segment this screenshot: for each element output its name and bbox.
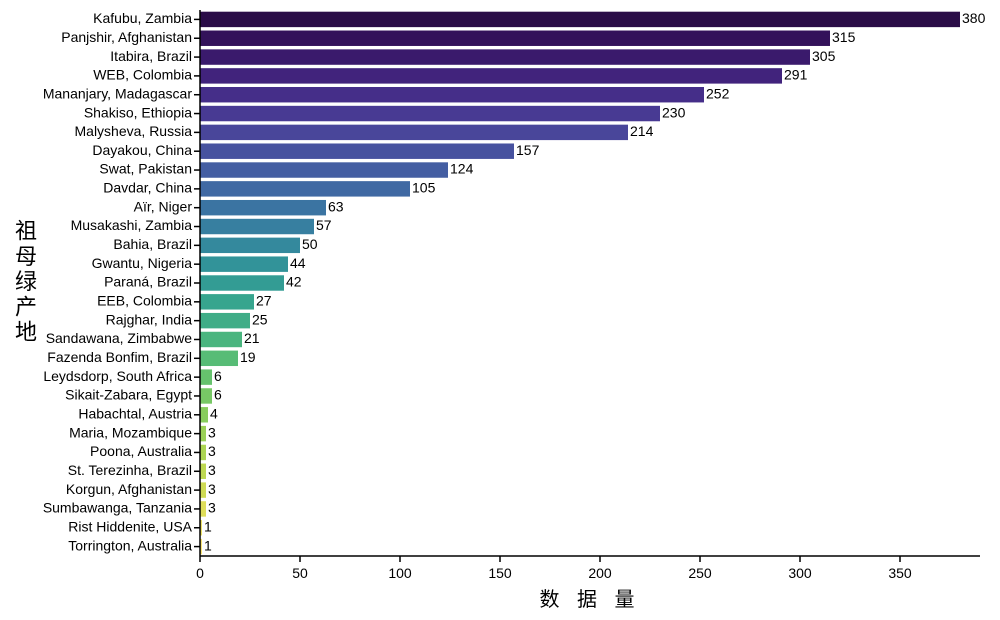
y-tick-label: Malysheva, Russia	[75, 123, 193, 139]
bar-value-label: 4	[210, 405, 218, 421]
bar-value-label: 6	[214, 368, 222, 384]
bar-value-label: 305	[812, 48, 836, 64]
y-tick-label: Leydsdorp, South Africa	[43, 368, 192, 384]
bar-value-label: 252	[706, 85, 730, 101]
bar	[200, 49, 810, 64]
y-tick-label: Davdar, China	[103, 180, 192, 196]
bar-value-label: 21	[244, 330, 260, 346]
bar	[200, 388, 212, 403]
bar	[200, 125, 628, 140]
bar-value-label: 25	[252, 311, 268, 327]
y-tick-label: Torrington, Australia	[68, 537, 192, 553]
bar-value-label: 3	[208, 443, 216, 459]
bar-value-label: 19	[240, 349, 256, 365]
bar-value-label: 57	[316, 217, 332, 233]
y-tick-label: Gwantu, Nigeria	[92, 255, 193, 271]
bar	[200, 106, 660, 121]
bar-value-label: 105	[412, 180, 436, 196]
bar	[200, 219, 314, 234]
bar	[200, 143, 514, 158]
y-tick-label: Rist Hiddenite, USA	[68, 518, 192, 534]
y-tick-label: WEB, Colombia	[93, 67, 192, 83]
x-tick-label: 350	[888, 565, 912, 581]
bar	[200, 275, 284, 290]
x-tick-label: 250	[688, 565, 712, 581]
bar	[200, 181, 410, 196]
bar	[200, 162, 448, 177]
y-tick-label: Poona, Australia	[90, 443, 192, 459]
bar-value-label: 3	[208, 462, 216, 478]
chart-container: 380 Kafubu, Zambia 315 Panjshir, Afghanista…	[0, 0, 1000, 620]
bar	[200, 313, 250, 328]
y-tick-label: Sumbawanga, Tanzania	[43, 500, 192, 516]
bar	[200, 482, 206, 497]
y-tick-label: St. Terezinha, Brazil	[68, 462, 192, 478]
bar	[200, 200, 326, 215]
bar-value-label: 380	[962, 10, 986, 26]
x-tick-label: 50	[292, 565, 308, 581]
bar-value-label: 124	[450, 161, 474, 177]
bar	[200, 369, 212, 384]
y-tick-label: Dayakou, China	[92, 142, 192, 158]
y-axis-label: 祖母绿产地	[15, 218, 37, 344]
bar-value-label: 27	[256, 293, 272, 309]
y-tick-label: Aïr, Niger	[134, 198, 193, 214]
y-tick-label: Paraná, Brazil	[104, 274, 192, 290]
y-tick-label: Korgun, Afghanistan	[66, 481, 192, 497]
bar	[200, 426, 206, 441]
bar-value-label: 1	[204, 537, 212, 553]
y-tick-label: Swat, Pakistan	[99, 161, 192, 177]
y-tick-label: Sandawana, Zimbabwe	[46, 330, 193, 346]
bar	[200, 31, 830, 46]
y-tick-label: Kafubu, Zambia	[93, 10, 192, 26]
bar-value-label: 6	[214, 387, 222, 403]
y-tick-label: Panjshir, Afghanistan	[61, 29, 192, 45]
bar	[200, 294, 254, 309]
y-tick-label: Maria, Mozambique	[69, 424, 192, 440]
bar	[200, 351, 238, 366]
bar-value-label: 230	[662, 104, 686, 120]
bar	[200, 238, 300, 253]
y-tick-label: Bahia, Brazil	[113, 236, 192, 252]
y-tick-label: Mananjary, Madagascar	[43, 85, 192, 101]
bar	[200, 464, 206, 479]
bar-value-label: 3	[208, 424, 216, 440]
bar-value-label: 50	[302, 236, 318, 252]
x-tick-label: 200	[588, 565, 612, 581]
bar	[200, 332, 242, 347]
bar	[200, 68, 782, 83]
x-tick-label: 100	[388, 565, 412, 581]
bar-value-label: 291	[784, 67, 808, 83]
y-tick-label: Fazenda Bonfim, Brazil	[47, 349, 192, 365]
y-tick-label: EEB, Colombia	[97, 293, 192, 309]
bar-value-label: 3	[208, 481, 216, 497]
y-tick-label: Shakiso, Ethiopia	[84, 104, 192, 120]
chart-svg: 380 Kafubu, Zambia 315 Panjshir, Afghanista…	[0, 0, 1000, 620]
bar-value-label: 42	[286, 274, 302, 290]
bar-value-label: 44	[290, 255, 306, 271]
bar-value-label: 214	[630, 123, 654, 139]
y-tick-label: Sikait-Zabara, Egypt	[65, 387, 192, 403]
bar-value-label: 315	[832, 29, 856, 45]
bar	[200, 12, 960, 27]
bar	[200, 87, 704, 102]
bar	[200, 256, 288, 271]
bar	[200, 407, 208, 422]
x-tick-label: 150	[488, 565, 512, 581]
x-tick-label: 300	[788, 565, 812, 581]
bar-value-label: 157	[516, 142, 540, 158]
y-tick-label: Itabira, Brazil	[110, 48, 192, 64]
bar	[200, 501, 206, 516]
bar	[200, 445, 206, 460]
y-tick-label: Musakashi, Zambia	[71, 217, 193, 233]
bar-value-label: 1	[204, 518, 212, 534]
y-tick-label: Habachtal, Austria	[78, 405, 192, 421]
y-tick-label: Rajghar, India	[106, 311, 193, 327]
bar-value-label: 63	[328, 198, 344, 214]
x-tick-label: 0	[196, 565, 204, 581]
x-axis-label: 数 据 量	[539, 588, 640, 611]
bar-value-label: 3	[208, 500, 216, 516]
